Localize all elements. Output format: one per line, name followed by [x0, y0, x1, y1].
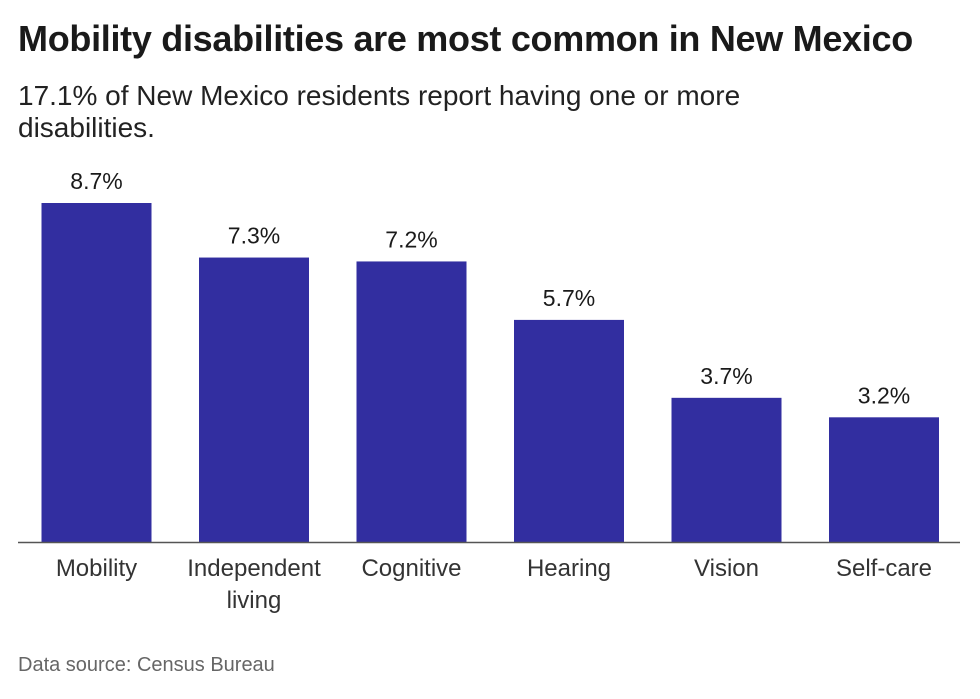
bar-hearing: [514, 319, 624, 542]
bar-self-care: [829, 417, 939, 542]
bar-mobility: [41, 203, 152, 542]
value-label: 5.7%: [543, 285, 595, 311]
chart-title: Mobility disabilities are most common in…: [18, 18, 913, 59]
bar-cognitive: [356, 261, 467, 542]
data-source: Data source: Census Bureau: [18, 654, 275, 676]
category-label: Vision: [694, 555, 759, 582]
value-label: 7.3%: [228, 223, 280, 249]
category-label: Independent living: [187, 555, 321, 614]
chart-subtitle: 17.1% of New Mexico residents report hav…: [18, 80, 741, 143]
category-label: Mobility: [56, 555, 137, 582]
value-label: 3.2%: [858, 382, 910, 408]
category-label: Cognitive: [361, 555, 461, 582]
category-label: Hearing: [527, 555, 611, 582]
value-label: 3.7%: [700, 363, 752, 389]
bar-vision: [671, 397, 782, 542]
category-label: Self-care: [836, 555, 932, 582]
value-label: 8.7%: [70, 168, 122, 194]
value-label: 7.2%: [385, 226, 437, 252]
bar-independent-living: [199, 257, 309, 542]
